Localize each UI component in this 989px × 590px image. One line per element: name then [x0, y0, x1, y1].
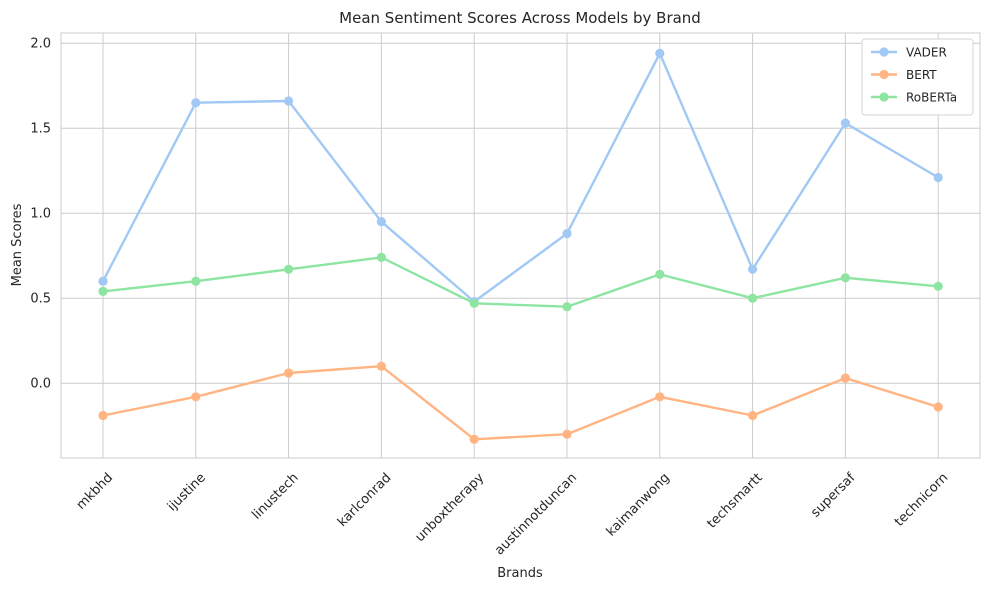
x-tick-label: karlconrad	[335, 470, 394, 529]
y-tick-label: 0.5	[30, 292, 51, 307]
series-vader	[98, 48, 943, 307]
data-point	[469, 298, 479, 308]
data-point	[748, 410, 758, 421]
y-tick-label: 0.0	[30, 377, 51, 392]
legend-item: BERT	[871, 68, 937, 82]
series-line	[101, 256, 940, 308]
x-axis-label: Brands	[497, 566, 543, 581]
data-point	[284, 264, 294, 274]
data-point	[748, 293, 758, 303]
y-tick-label: 1.5	[30, 122, 51, 137]
data-point	[655, 269, 665, 279]
series-bert	[98, 361, 943, 444]
data-point	[933, 402, 943, 412]
data-point	[933, 281, 943, 291]
legend-marker	[879, 69, 889, 80]
y-tick-labels: 0.0 0.5 1.0 1.5 2.0	[30, 37, 51, 392]
data-point	[376, 361, 386, 371]
legend-label: RoBERTa	[906, 91, 957, 105]
data-point	[284, 96, 294, 106]
data-point	[191, 276, 201, 286]
data-point	[562, 229, 572, 239]
series-line	[101, 365, 940, 441]
y-tick-label: 2.0	[30, 37, 51, 52]
x-tick-labels: mkbhd ijustine linustech karlconrad unboxthe…	[74, 470, 952, 558]
chart-title: Mean Sentiment Scores Across Models by B…	[339, 9, 701, 27]
data-point	[376, 252, 386, 262]
data-point	[840, 373, 851, 383]
legend-label: BERT	[906, 68, 937, 82]
x-tick-label: ijustine	[165, 470, 209, 514]
legend-marker	[879, 92, 889, 102]
data-point	[469, 434, 479, 444]
data-point	[562, 429, 572, 439]
x-tick-label: austinnotduncan	[492, 470, 580, 558]
x-tick-label: linustech	[249, 470, 301, 522]
data-point	[840, 273, 851, 283]
data-point	[98, 286, 108, 296]
data-point	[191, 392, 201, 402]
data-point	[655, 392, 665, 402]
y-tick-label: 1.0	[30, 207, 51, 222]
legend: VADER BERT RoBERTa	[861, 38, 974, 116]
x-tick-label: techsmartt	[705, 470, 766, 531]
legend-label: VADER	[906, 46, 947, 60]
data-point	[376, 217, 386, 227]
legend-marker	[879, 47, 889, 57]
data-point	[840, 118, 851, 128]
data-point	[191, 98, 201, 108]
legend-item: VADER	[871, 46, 947, 60]
data-point	[98, 276, 108, 286]
plot-frame	[60, 32, 981, 459]
x-tick-label: unboxtherapy	[413, 470, 488, 545]
x-tick-label: technicorn	[892, 470, 951, 529]
series-line	[101, 52, 940, 303]
data-point	[933, 172, 943, 183]
data-point	[655, 48, 665, 59]
x-tick-label: mkbhd	[74, 470, 116, 512]
data-point	[748, 264, 758, 274]
legend-item: RoBERTa	[871, 91, 957, 105]
data-point	[98, 410, 108, 421]
series-layer	[98, 48, 943, 444]
grid	[61, 33, 980, 458]
data-point	[562, 302, 572, 312]
data-point	[284, 368, 294, 378]
y-axis-label: Mean Scores	[10, 203, 25, 286]
x-tick-label: supersaf	[808, 470, 858, 520]
x-tick-label: kaimanwong	[604, 470, 673, 539]
series-roberta	[98, 252, 943, 312]
